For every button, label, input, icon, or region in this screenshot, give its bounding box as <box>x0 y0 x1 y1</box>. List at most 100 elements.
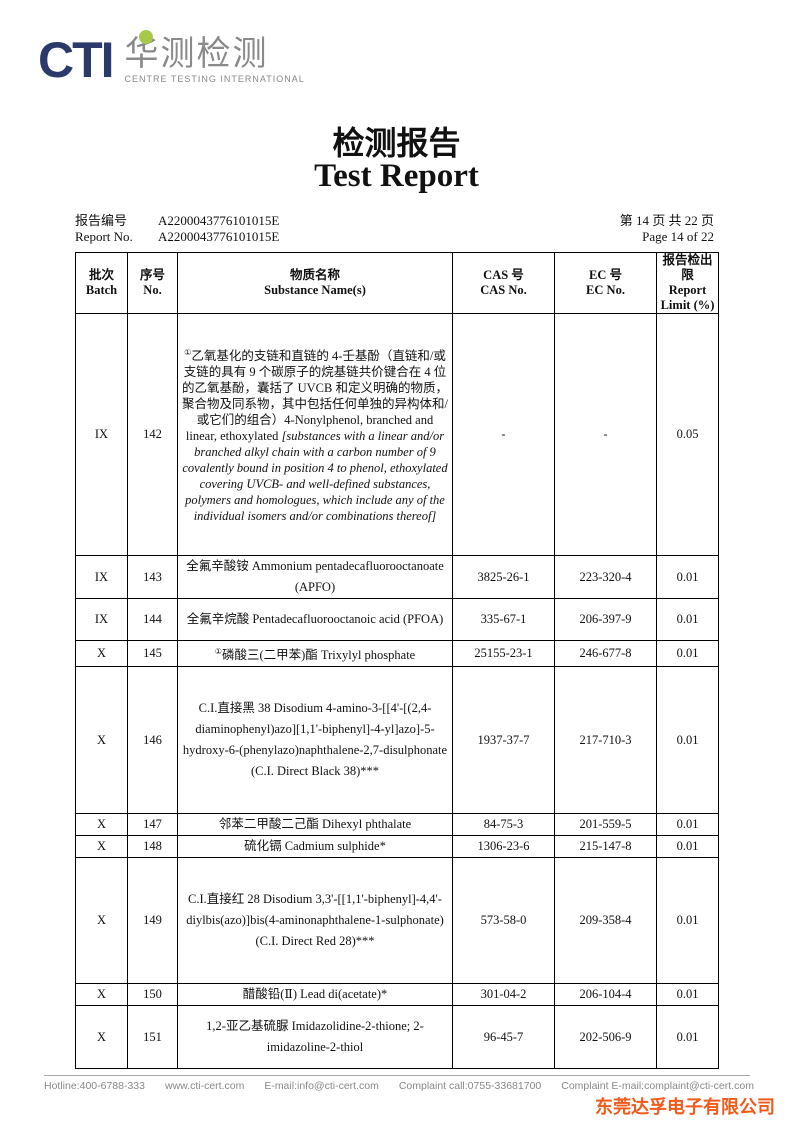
batch-cell: X <box>75 813 128 837</box>
column-header: CAS 号 CAS No. <box>452 252 555 314</box>
substance-name: 磷酸三(二甲苯)酯 Trixylyl phosphate <box>221 648 416 663</box>
cas-cell: 3825-26-1 <box>452 555 555 599</box>
substance-name: 全氟辛酸铵 Ammonium pentadecafluorooctanoate … <box>186 559 444 594</box>
name-cell: C.I.直接黑 38 Disodium 4-amino-3-[[4'-[(2,4… <box>177 666 453 815</box>
no-cell: 146 <box>127 666 178 815</box>
header-cn: CAS 号 <box>483 268 524 282</box>
substance-name-note: [substances with a linear and/or branche… <box>182 429 448 524</box>
report-no-value-2: A2200043776101015E <box>158 229 280 244</box>
limit-cell: 0.01 <box>656 835 719 859</box>
column-header: 序号 No. <box>127 252 178 314</box>
page-number: 第 14 页 共 22 页 Page 14 of 22 <box>620 213 714 245</box>
title-cn: 检测报告 <box>332 125 461 161</box>
limit-cell: 0.01 <box>656 666 719 815</box>
limit-cell: 0.01 <box>656 983 719 1007</box>
substance-table: 批次 Batch 序号 No. 物质名称 Substance Name(s) CAS 号 CA… <box>75 252 719 1070</box>
note-mark: ① <box>184 347 192 357</box>
substance-name: 全氟辛烷酸 Pentadecafluorooctanoic acid (PFOA… <box>186 612 444 626</box>
header-en: EC No. <box>586 283 625 297</box>
no-cell: 144 <box>127 598 178 641</box>
no-cell: 143 <box>127 555 178 599</box>
substance-name: 硫化镉 Cadmium sulphide* <box>244 839 386 854</box>
name-cell: 全氟辛烷酸 Pentadecafluorooctanoic acid (PFOA… <box>177 598 453 641</box>
ec-cell: 206-104-4 <box>554 983 657 1007</box>
header-en: Report Limit (%) <box>660 283 715 312</box>
column-header: 报告检出限 Report Limit (%) <box>656 252 719 314</box>
report-no-labels: 报告编号 Report No. <box>75 213 133 245</box>
batch-cell: IX <box>75 555 128 599</box>
ec-cell: - <box>554 313 657 556</box>
header-cn: EC 号 <box>589 268 622 282</box>
header-cn: 报告检出限 <box>662 253 713 282</box>
table-row: X 148 硫化镉 Cadmium sulphide* 1306-23-6 21… <box>75 835 719 859</box>
name-cell: 全氟辛酸铵 Ammonium pentadecafluorooctanoate … <box>177 555 453 599</box>
cas-cell: 335-67-1 <box>452 598 555 641</box>
table-row: X 150 醋酸铅(Ⅱ) Lead di(acetate)* 301-04-2 … <box>75 983 719 1007</box>
header-en: No. <box>143 283 162 297</box>
cas-cell: 96-45-7 <box>452 1005 555 1070</box>
batch-cell: X <box>75 639 128 668</box>
no-cell: 147 <box>127 813 178 837</box>
limit-cell: 0.05 <box>656 313 719 556</box>
no-cell: 142 <box>127 313 178 556</box>
header-en: Batch <box>85 283 118 297</box>
table-row: X 146 C.I.直接黑 38 Disodium 4-amino-3-[[4'… <box>75 666 719 815</box>
ec-cell: 209-358-4 <box>554 857 657 985</box>
limit-cell: 0.01 <box>656 1005 719 1070</box>
company-stamp: 东莞达孚电子有限公司 <box>595 1097 775 1118</box>
name-cell: 醋酸铅(Ⅱ) Lead di(acetate)* <box>177 983 453 1007</box>
report-no-label-cn: 报告编号 <box>75 213 128 228</box>
substance-name: C.I.直接红 28 Disodium 3,3'-[[1,1'-biphenyl… <box>186 892 444 949</box>
substance-name: 1,2-亚乙基硫脲 Imidazolidine-2-thione; 2-imid… <box>206 1019 424 1055</box>
note-mark: ① <box>214 647 222 656</box>
ec-cell: 215-147-8 <box>554 835 657 859</box>
column-header: 批次 Batch <box>75 252 128 314</box>
no-cell: 148 <box>127 835 178 859</box>
header-cn: 批次 <box>88 268 114 282</box>
footer-complaint-email[interactable]: Complaint E-mail:complaint@cti-cert.com <box>561 1080 754 1092</box>
batch-cell: X <box>75 1005 128 1070</box>
logo-en: CENTRE TESTING INTERNATIONAL <box>124 74 305 84</box>
logo-brand: CTI <box>38 32 115 88</box>
cas-cell: 1306-23-6 <box>452 835 555 859</box>
page-en: Page 14 of 22 <box>642 229 714 244</box>
limit-cell: 0.01 <box>656 555 719 599</box>
name-cell: 1,2-亚乙基硫脲 Imidazolidine-2-thione; 2-imid… <box>177 1005 453 1070</box>
table-row: IX 144 全氟辛烷酸 Pentadecafluorooctanoic aci… <box>75 598 719 641</box>
limit-cell: 0.01 <box>656 598 719 641</box>
substance-name: 醋酸铅(Ⅱ) Lead di(acetate)* <box>242 987 388 1002</box>
table-row: X 151 1,2-亚乙基硫脲 Imidazolidine-2-thione; … <box>75 1005 719 1070</box>
name-cell: 邻苯二甲酸二己酯 Dihexyl phthalate <box>177 813 453 837</box>
name-cell: ①乙氧基化的支链和直链的 4-壬基酚（直链和/或支链的具有 9 个碳原子的烷基链… <box>177 313 453 556</box>
table-row: X 149 C.I.直接红 28 Disodium 3,3'-[[1,1'-bi… <box>75 857 719 985</box>
batch-cell: X <box>75 983 128 1007</box>
substance-name: C.I.直接黑 38 Disodium 4-amino-3-[[4'-[(2,4… <box>182 701 448 779</box>
footer-divider <box>44 1075 750 1076</box>
batch-cell: X <box>75 857 128 985</box>
column-header: 物质名称 Substance Name(s) <box>177 252 453 314</box>
ec-cell: 246-677-8 <box>554 639 657 668</box>
header-cn: 序号 <box>139 268 165 282</box>
cas-cell: 301-04-2 <box>452 983 555 1007</box>
table-row: X 145 ①磷酸三(二甲苯)酯 Trixylyl phosphate 2515… <box>75 639 719 668</box>
no-cell: 145 <box>127 639 178 668</box>
table-row: IX 142 ①乙氧基化的支链和直链的 4-壬基酚（直链和/或支链的具有 9 个… <box>75 313 719 556</box>
cas-cell: 573-58-0 <box>452 857 555 985</box>
footer-hotline: Hotline:400-6788-333 <box>44 1080 145 1092</box>
batch-cell: X <box>75 835 128 859</box>
limit-cell: 0.01 <box>656 857 719 985</box>
limit-cell: 0.01 <box>656 639 719 668</box>
footer-complaint-call: Complaint call:0755-33681700 <box>398 1080 542 1092</box>
footer-web[interactable]: www.cti-cert.com <box>164 1080 245 1092</box>
footer-email[interactable]: E-mail:info@cti-cert.com <box>264 1080 379 1092</box>
ec-cell: 202-506-9 <box>554 1005 657 1070</box>
title-en: Test Report <box>314 158 479 194</box>
report-no-label-en: Report No. <box>75 229 133 244</box>
ec-cell: 217-710-3 <box>554 666 657 815</box>
batch-cell: IX <box>75 313 128 556</box>
report-no-values: A2200043776101015E A2200043776101015E <box>158 213 279 245</box>
no-cell: 150 <box>127 983 178 1007</box>
batch-cell: IX <box>75 598 128 641</box>
cas-cell: 25155-23-1 <box>452 639 555 668</box>
